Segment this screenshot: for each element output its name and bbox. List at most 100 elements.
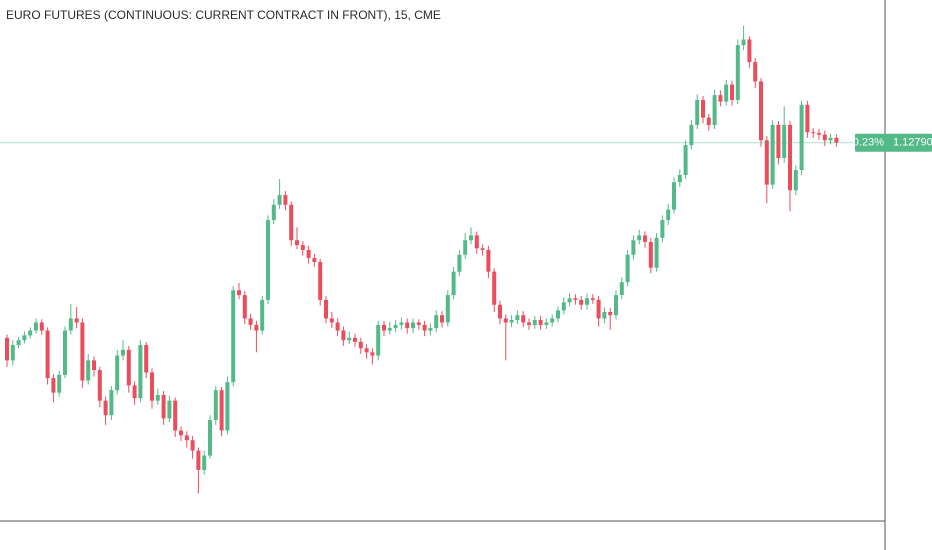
candle-body [5, 337, 9, 361]
candle-body [782, 124, 787, 159]
candle-body [556, 310, 560, 319]
candle-body [411, 322, 415, 329]
candle-body [637, 235, 642, 241]
candle-body [683, 145, 688, 175]
candle-body [550, 318, 555, 323]
candle-body [97, 370, 102, 401]
candle-body [764, 140, 769, 185]
candle-body [324, 299, 328, 319]
candle-body [370, 352, 375, 356]
candle-body [619, 282, 624, 296]
candle-body [155, 395, 160, 401]
candle-body [805, 104, 810, 133]
candle-body [451, 271, 456, 296]
candle-body [231, 290, 236, 383]
candle-body [364, 348, 369, 353]
candle-body [283, 195, 288, 205]
candle-body [759, 81, 763, 141]
candle-body [631, 240, 636, 255]
candle-body [735, 45, 740, 100]
candle-body [817, 133, 821, 135]
candle-body [225, 382, 230, 431]
candle-body [237, 290, 241, 296]
candle-body [469, 235, 473, 241]
candle-body [277, 195, 282, 205]
candle-body [318, 262, 323, 300]
candle-body [590, 298, 595, 300]
candle-body [811, 132, 816, 134]
candle-body [173, 400, 178, 431]
candle-body [445, 295, 450, 323]
candle-body [179, 430, 183, 436]
candle-body [672, 182, 676, 210]
candle-body [498, 304, 502, 319]
candle-body [741, 39, 746, 46]
candle-body [492, 271, 497, 305]
candle-body [22, 335, 27, 341]
candle-body [376, 324, 381, 356]
candle-body [753, 62, 758, 82]
candle-body [16, 340, 21, 346]
candle-body [295, 240, 299, 246]
candle-body [695, 99, 700, 125]
candle-body [242, 295, 247, 319]
candle-body [730, 84, 734, 100]
candle-body [434, 315, 439, 329]
candle-body [115, 355, 120, 391]
candle-body [561, 302, 566, 311]
candle-body [271, 204, 276, 221]
candle-body [312, 257, 317, 263]
candle-body [126, 349, 131, 386]
candle-body [724, 84, 729, 102]
candle-body [579, 299, 584, 305]
candle-body [150, 372, 154, 401]
candle-body [103, 400, 108, 416]
candle-body [300, 245, 305, 250]
candle-body [463, 240, 468, 255]
candle-body [68, 318, 73, 331]
candle-body [260, 299, 265, 331]
candle-body [625, 254, 630, 283]
candle-body [144, 345, 149, 373]
candle-body [648, 241, 653, 268]
candle-body [573, 298, 578, 300]
candle-body [196, 450, 201, 471]
candle-body [248, 318, 253, 325]
candle-body [335, 322, 340, 331]
candle-body [167, 400, 172, 419]
candle-body [602, 312, 607, 319]
candle-body [34, 322, 38, 331]
candle-body [654, 237, 659, 268]
candle-body [57, 374, 62, 393]
candle-body [521, 315, 526, 323]
candle-body [527, 322, 531, 325]
chart-title: EURO FUTURES (CONTINUOUS: CURRENT CONTRA… [6, 8, 441, 22]
candle-body [689, 124, 694, 146]
candle-body [596, 299, 601, 319]
candle-body [347, 337, 352, 341]
candle-body [138, 345, 143, 399]
candles [0, 25, 885, 494]
price-badge [855, 133, 932, 152]
candle-body [701, 99, 705, 118]
candle-body [822, 134, 827, 141]
candle-body [416, 322, 421, 325]
candle-body [382, 324, 386, 331]
candle-body [422, 324, 427, 331]
candle-body [509, 320, 514, 323]
candle-body [399, 322, 404, 325]
candle-body [358, 341, 363, 349]
candle-body [532, 320, 537, 325]
candle-body [643, 235, 647, 242]
candle-body [770, 124, 775, 185]
candle-body [161, 395, 166, 419]
candle-body [440, 315, 444, 323]
candle-body [63, 330, 67, 375]
candle-body [788, 124, 792, 191]
candle-body [538, 320, 543, 325]
candle-body [567, 298, 572, 303]
candle-body [405, 322, 410, 329]
candle-body [480, 248, 485, 250]
